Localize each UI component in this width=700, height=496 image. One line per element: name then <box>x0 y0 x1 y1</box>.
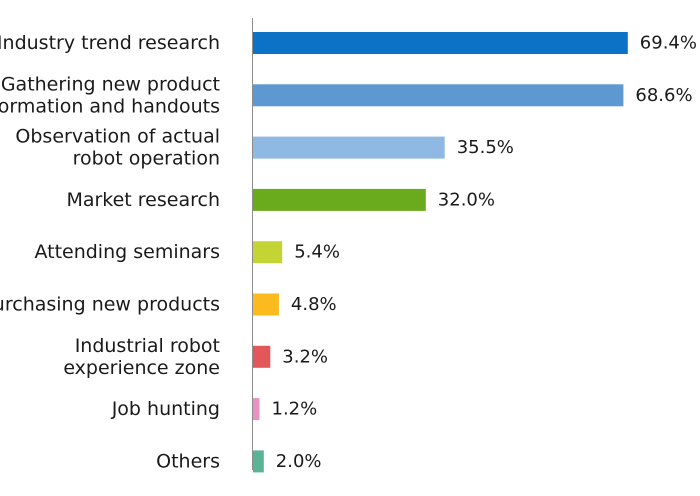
value-label: 2.0% <box>276 451 322 472</box>
category-label: Industrial robot <box>75 335 220 357</box>
value-label: 3.2% <box>282 346 328 367</box>
category-label: Purchasing new products <box>0 294 220 316</box>
category-label: experience zone <box>63 357 220 379</box>
category-label: Gathering new product <box>1 73 220 95</box>
bar <box>253 32 628 54</box>
category-label: Market research <box>66 189 220 211</box>
category-label: information and handouts <box>0 95 220 117</box>
category-label: Job hunting <box>111 398 220 420</box>
bar <box>253 136 445 159</box>
value-label: 32.0% <box>438 189 495 210</box>
value-label: 5.4% <box>294 242 340 263</box>
value-label: 68.6% <box>635 85 692 106</box>
value-label: 35.5% <box>457 137 514 158</box>
bar <box>253 293 279 316</box>
bar <box>253 345 271 368</box>
bar <box>253 450 264 473</box>
category-label: Others <box>156 450 220 472</box>
bar <box>253 398 260 421</box>
category-label: Attending seminars <box>34 241 220 263</box>
bar <box>253 84 624 107</box>
category-label: robot operation <box>73 148 220 170</box>
category-label: Observation of actual <box>15 126 220 148</box>
bar <box>253 241 283 264</box>
bar <box>253 188 426 211</box>
value-label: 4.8% <box>291 294 337 315</box>
category-label: Industry trend research <box>0 32 220 54</box>
value-label: 1.2% <box>272 399 318 420</box>
value-label: 69.4% <box>640 33 697 54</box>
